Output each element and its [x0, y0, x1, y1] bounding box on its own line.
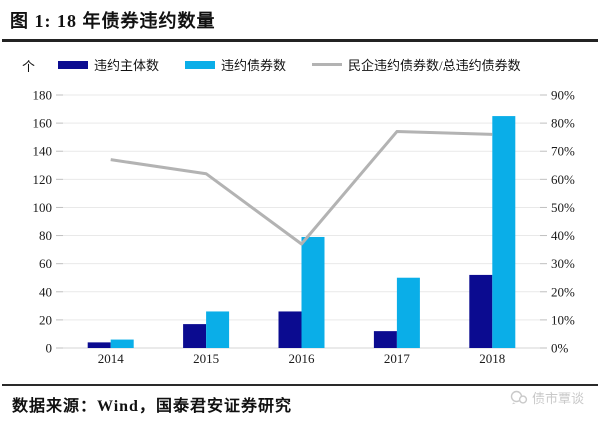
chart-legend: 违约主体数 违约债券数 民企违约债券数/总违约债券数 [58, 55, 521, 74]
bar-bonds-2015 [206, 311, 230, 348]
left-axis-tick-label: 40 [39, 284, 52, 299]
legend-swatch-line-icon [312, 63, 343, 66]
legend-item-private-ratio: 民企违约债券数/总违约债券数 [312, 55, 521, 74]
chart-area: 0 0% 20 10% 40 20% 60 30% 80 40% 100 50% 120 60% 140 70… [0, 80, 600, 380]
data-source-note: 数据来源：Wind，国泰君安证券研究 [12, 398, 292, 415]
right-axis-tick-label: 70% [551, 144, 575, 159]
bar-bonds-2017 [396, 277, 420, 348]
x-axis-label: 2017 [384, 351, 411, 366]
left-axis-tick-label: 0 [46, 341, 53, 356]
right-axis-tick-label: 90% [551, 88, 575, 103]
right-axis-tick-label: 0% [551, 341, 569, 356]
x-axis-label: 2014 [98, 351, 125, 366]
right-axis-tick-label: 30% [551, 256, 575, 271]
bar-bonds-2014 [110, 339, 134, 348]
chart-canvas: 0 0% 20 10% 40 20% 60 30% 80 40% 100 50% 120 60% 140 70… [33, 88, 576, 367]
left-axis-tick-label: 120 [33, 172, 53, 187]
legend-item-default-entities: 违约主体数 [58, 55, 159, 74]
ratio-line [110, 130, 493, 246]
bar-entities-2018 [469, 274, 493, 348]
title-divider [2, 39, 598, 42]
legend-label: 违约债券数 [221, 58, 287, 73]
bar-bonds-2016 [301, 236, 325, 348]
axis-unit-label: 个 [22, 59, 36, 74]
watermark-label: 债市覃谈 [531, 391, 584, 406]
left-axis-tick-label: 60 [39, 256, 52, 271]
right-axis-tick-label: 60% [551, 172, 575, 187]
bar-entities-2017 [373, 331, 397, 348]
legend-label: 民企违约债券数/总违约债券数 [348, 58, 521, 73]
left-axis-tick-label: 160 [33, 116, 53, 131]
watermark-logo-icon [510, 390, 528, 405]
bar-entities-2014 [87, 342, 111, 348]
x-axis-label: 2018 [479, 351, 505, 366]
left-axis-tick-label: 80 [39, 228, 52, 243]
footer-divider [2, 384, 598, 386]
bar-entities-2016 [278, 311, 302, 348]
x-axis-label: 2016 [289, 351, 316, 366]
legend-item-default-bonds: 违约债券数 [185, 55, 286, 74]
bar-bonds-2018 [492, 116, 516, 348]
chart-title: 图 1: 18 年债券违约数量 [10, 11, 216, 31]
legend-swatch-bar-icon [185, 60, 216, 69]
right-axis-tick-label: 20% [551, 284, 575, 299]
left-axis-tick-label: 140 [33, 144, 53, 159]
right-axis-tick-label: 40% [551, 228, 575, 243]
left-axis-tick-label: 100 [33, 200, 53, 215]
right-axis-tick-label: 10% [551, 312, 575, 327]
legend-label: 违约主体数 [94, 58, 160, 73]
right-axis-tick-label: 50% [551, 200, 575, 215]
right-axis-tick-label: 80% [551, 116, 575, 131]
left-axis-tick-label: 20 [39, 312, 52, 327]
legend-swatch-bar-icon [58, 60, 88, 69]
bar-entities-2015 [183, 324, 207, 348]
left-axis-tick-label: 180 [33, 88, 53, 103]
watermark: 债市覃谈 [510, 388, 584, 407]
x-axis-label: 2015 [193, 351, 219, 366]
